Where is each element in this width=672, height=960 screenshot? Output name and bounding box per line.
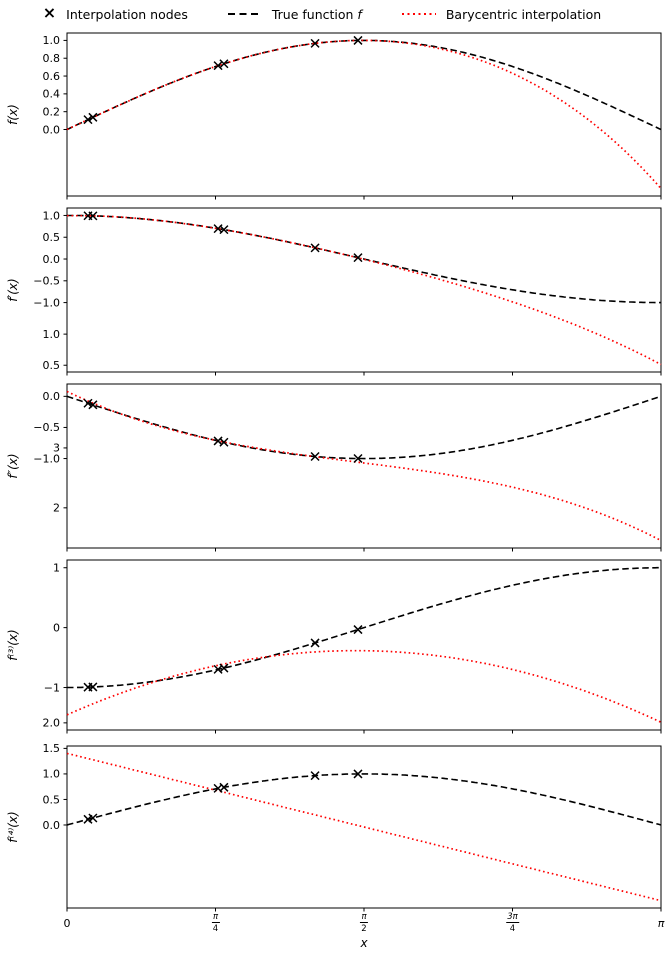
x-axis-label: x bbox=[360, 936, 368, 950]
y-tick-label: 1.0 bbox=[43, 768, 61, 781]
node-marker bbox=[88, 112, 98, 122]
y-tick-label: 0.5 bbox=[43, 231, 61, 244]
y-tick-label: 3 bbox=[53, 442, 60, 455]
y-tick-label: 0 bbox=[53, 621, 60, 634]
y-axis-label: f⁽³⁾(x) bbox=[6, 629, 20, 660]
true-function-curve bbox=[67, 214, 661, 304]
y-tick-label: −1.0 bbox=[33, 452, 60, 465]
y-tick-label: 1.0 bbox=[43, 328, 61, 341]
node-marker bbox=[310, 451, 320, 462]
node-marker bbox=[219, 782, 229, 792]
y-tick-label: 1.0 bbox=[43, 34, 61, 47]
node-marker bbox=[310, 38, 320, 48]
node-marker bbox=[219, 59, 229, 69]
node-marker bbox=[310, 771, 320, 781]
dotted-line-sample-icon bbox=[401, 13, 436, 15]
interpolation-curve bbox=[67, 214, 662, 366]
x-tick-label: 0 bbox=[63, 917, 71, 930]
node-marker bbox=[310, 638, 320, 648]
node-marker bbox=[219, 663, 229, 673]
y-tick-label: 0.2 bbox=[43, 105, 61, 118]
node-marker bbox=[353, 453, 363, 464]
legend-label-true-function: True function f bbox=[271, 6, 362, 22]
y-axis-label: f″(x) bbox=[6, 453, 20, 478]
node-marker bbox=[353, 769, 363, 779]
node-marker bbox=[88, 400, 98, 410]
interpolation-curve bbox=[66, 390, 662, 542]
y-axis-label: f⁽⁴⁾(x) bbox=[6, 811, 20, 842]
plot-frame bbox=[66, 383, 662, 549]
subplot-3: 1.0 0.5 0.0 −0.5 −1.0 f″(x) bbox=[6, 328, 662, 552]
legend-label-nodes: Interpolation nodes bbox=[66, 6, 188, 22]
node-marker bbox=[88, 813, 98, 823]
legend-item-true-function: True function f bbox=[227, 6, 362, 22]
plot-frame bbox=[66, 207, 662, 373]
y-tick-label: −0.5 bbox=[33, 421, 60, 434]
y-tick-label: 1.0 bbox=[43, 209, 61, 222]
y-tick-label: −1 bbox=[44, 681, 60, 694]
y-tick-label: 0.6 bbox=[43, 70, 61, 83]
true-function-curve bbox=[66, 39, 662, 131]
node-marker bbox=[219, 437, 229, 447]
y-tick-label: 0.0 bbox=[43, 253, 61, 266]
subplot-1: 0.0 0.2 0.4 0.6 0.8 1.0 f(x) bbox=[6, 32, 662, 200]
legend-item-barycentric: Barycentric interpolation bbox=[401, 6, 602, 22]
plot-frame bbox=[66, 559, 662, 731]
y-tick-label: 0.0 bbox=[43, 390, 61, 403]
y-axis-label: f(x) bbox=[6, 104, 20, 125]
y-axis-label: f′(x) bbox=[6, 278, 20, 301]
node-marker bbox=[353, 35, 363, 45]
subplot-4: 3 2 1 0 −1 f⁽³⁾(x) bbox=[6, 442, 662, 734]
dashed-line-sample-icon bbox=[227, 13, 262, 15]
node-marker bbox=[310, 243, 320, 253]
true-function-curve bbox=[66, 395, 662, 460]
x-marker-icon: × bbox=[42, 3, 57, 22]
x-tick-label: π bbox=[657, 917, 665, 930]
node-marker bbox=[353, 253, 363, 263]
node-marker bbox=[213, 61, 223, 71]
y-tick-label: 2 bbox=[53, 502, 60, 515]
x-tick-label: 3π 4 bbox=[505, 912, 520, 934]
y-tick-label: 2.0 bbox=[43, 717, 61, 730]
node-marker bbox=[219, 225, 229, 235]
y-tick-label: −0.5 bbox=[33, 275, 60, 288]
node-marker bbox=[83, 398, 93, 408]
legend-f-symbol: f bbox=[357, 6, 362, 22]
interpolation-curve bbox=[66, 649, 662, 724]
y-tick-label: 1.5 bbox=[43, 742, 61, 755]
y-tick-label: 1 bbox=[53, 562, 60, 575]
y-tick-label: 0.4 bbox=[43, 88, 61, 101]
subplot-2: 1.0 0.5 0.0 −0.5 −1.0 f′(x) bbox=[6, 207, 662, 376]
y-tick-label: 0.0 bbox=[43, 819, 61, 832]
y-tick-label: 0.5 bbox=[43, 359, 61, 372]
y-tick-label: 0.8 bbox=[43, 52, 61, 65]
y-tick-label: −1.0 bbox=[33, 296, 60, 309]
interpolation-curve bbox=[66, 39, 662, 190]
node-marker bbox=[88, 682, 98, 692]
y-tick-label: 0.5 bbox=[43, 793, 61, 806]
x-tick-labels: 0 π 4 π 2 3π 4 π bbox=[0, 912, 672, 938]
legend-label-barycentric: Barycentric interpolation bbox=[445, 6, 602, 22]
legend-item-interpolation-nodes: × Interpolation nodes bbox=[42, 3, 188, 22]
subplot-5: 2.0 1.5 1.0 0.5 0.0 f⁽⁴⁾(x) bbox=[6, 717, 662, 912]
true-function-curve bbox=[67, 566, 661, 689]
interpolation-curve bbox=[66, 752, 662, 902]
node-marker bbox=[83, 115, 93, 125]
node-marker bbox=[88, 211, 98, 221]
true-function-curve bbox=[66, 773, 662, 826]
node-marker bbox=[353, 625, 363, 635]
plot-frame bbox=[66, 32, 662, 197]
y-tick-label: 0.0 bbox=[43, 123, 61, 136]
legend: × Interpolation nodes True function f Ba… bbox=[0, 3, 644, 22]
